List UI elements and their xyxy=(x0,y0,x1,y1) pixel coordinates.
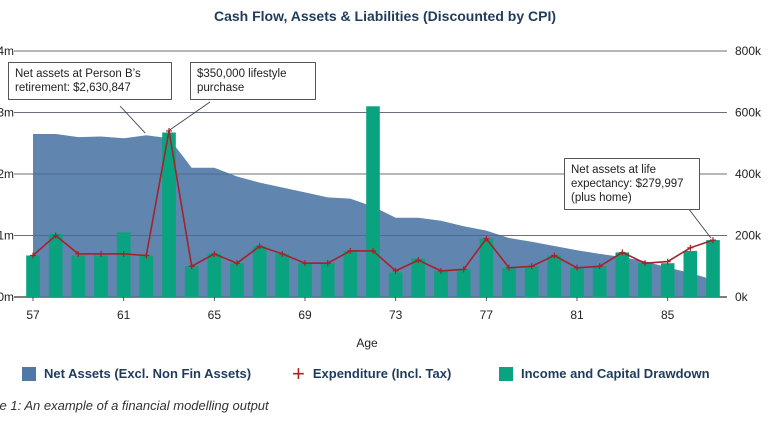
expenditure-point xyxy=(347,247,354,254)
annotation-lifestyle-purchase: $350,000 lifestyle purchase xyxy=(190,62,316,100)
legend: Net Assets (Excl. Non Fin Assets) + Expe… xyxy=(0,360,770,388)
right-axis-tick-label: 400k xyxy=(735,167,762,181)
left-axis-tick-label: 3m xyxy=(0,106,14,120)
income-bar xyxy=(479,238,494,297)
legend-item-net-assets: Net Assets (Excl. Non Fin Assets) xyxy=(22,366,251,381)
expenditure-point xyxy=(302,260,308,267)
income-bar xyxy=(434,270,448,297)
income-bar xyxy=(638,263,652,297)
income-bar xyxy=(320,263,335,297)
x-axis-label: Age xyxy=(356,336,378,350)
expenditure-point xyxy=(664,258,671,265)
income-bar xyxy=(456,269,471,297)
legend-item-expenditure: + Expenditure (Incl. Tax) xyxy=(292,360,452,386)
income-bar xyxy=(343,250,358,297)
legend-label-expenditure: Expenditure (Incl. Tax) xyxy=(312,366,452,381)
expenditure-point xyxy=(438,267,444,274)
x-axis-tick-label: 73 xyxy=(389,308,403,322)
expenditure-point xyxy=(483,235,490,242)
expenditure-point xyxy=(52,232,59,239)
expenditure-point xyxy=(188,263,195,270)
x-axis-tick-label: 69 xyxy=(298,308,312,322)
legend-plus-icon: + xyxy=(292,360,305,386)
x-axis-tick-label: 81 xyxy=(570,308,584,322)
income-bar xyxy=(524,266,539,298)
income-bar xyxy=(207,253,222,297)
expenditure-point xyxy=(166,127,172,134)
left-axis-tick-label: 0m xyxy=(0,290,14,304)
expenditure-point xyxy=(551,252,558,259)
chart-title: Cash Flow, Assets & Liabilities (Discoun… xyxy=(213,8,557,24)
income-bar xyxy=(388,272,403,297)
income-bar xyxy=(162,132,176,297)
x-axis-tick-label: 61 xyxy=(117,308,131,322)
legend-label-income: Income and Capital Drawdown xyxy=(521,366,710,381)
expenditure-point xyxy=(143,252,150,259)
income-bar xyxy=(230,263,244,297)
income-bar xyxy=(71,255,86,297)
income-bar xyxy=(592,266,607,298)
annotation-leader-retirement xyxy=(119,105,146,134)
expenditure-point xyxy=(528,263,535,270)
annotation-retirement: Net assets at Person B’s retirement: $2,… xyxy=(8,62,172,100)
expenditure-point xyxy=(98,250,104,257)
expenditure-point xyxy=(687,244,694,251)
right-axis-tick-label: 0k xyxy=(735,290,749,304)
income-bar xyxy=(660,263,675,297)
income-bar xyxy=(252,246,267,297)
left-axis-tick-label: 4m xyxy=(0,44,14,58)
income-bar xyxy=(366,106,380,297)
income-bar xyxy=(139,255,154,297)
expenditure-point xyxy=(234,260,240,267)
income-bar xyxy=(116,232,131,297)
expenditure-point xyxy=(642,260,648,267)
left-axis-tick-label: 2m xyxy=(0,167,14,181)
legend-label-net-assets: Net Assets (Excl. Non Fin Assets) xyxy=(44,366,252,381)
x-axis-tick-label: 77 xyxy=(480,308,494,322)
left-axis-tick-label: 1m xyxy=(0,229,14,243)
income-bar xyxy=(298,263,312,297)
income-bar xyxy=(94,255,108,297)
right-axis-tick-label: 200k xyxy=(735,229,762,243)
expenditure-point xyxy=(415,257,422,264)
legend-swatch-income xyxy=(499,366,513,381)
expenditure-point xyxy=(30,252,36,259)
income-bar xyxy=(706,240,720,297)
x-axis-tick-label: 57 xyxy=(26,308,40,322)
expenditure-point xyxy=(392,267,399,274)
expenditure-point xyxy=(574,264,580,271)
income-bar xyxy=(48,234,63,297)
income-bar xyxy=(683,250,698,297)
expenditure-point xyxy=(120,250,127,257)
expenditure-point xyxy=(506,264,512,271)
expenditure-point xyxy=(211,250,218,257)
expenditure-point xyxy=(596,263,603,270)
expenditure-point xyxy=(370,247,376,254)
x-axis-tick-label: 85 xyxy=(661,308,675,322)
right-axis-tick-label: 800k xyxy=(735,44,762,58)
expenditure-point xyxy=(324,260,331,267)
expenditure-point xyxy=(619,249,626,256)
income-bar xyxy=(502,267,516,297)
legend-swatch-net-assets xyxy=(22,366,36,381)
income-bar xyxy=(547,255,562,297)
income-bar xyxy=(184,266,199,298)
income-bar xyxy=(411,258,426,297)
figure-caption: ure 1: An example of a financial modelli… xyxy=(0,398,269,413)
annotation-leader-purchase xyxy=(168,101,211,131)
income-bar xyxy=(26,255,40,297)
expenditure-point xyxy=(710,237,716,244)
x-axis-tick-label: 65 xyxy=(208,308,222,322)
expenditure-point xyxy=(256,243,263,250)
legend-item-income: Income and Capital Drawdown xyxy=(499,366,710,381)
income-bar xyxy=(615,252,630,297)
income-bar xyxy=(275,253,290,297)
right-axis-tick-label: 600k xyxy=(735,106,762,120)
annotation-life-expectancy: Net assets at life expectancy: $279,997 … xyxy=(564,158,700,210)
expenditure-point xyxy=(460,266,467,273)
expenditure-point xyxy=(279,250,286,257)
expenditure-point xyxy=(75,250,82,257)
income-bar xyxy=(570,267,584,297)
